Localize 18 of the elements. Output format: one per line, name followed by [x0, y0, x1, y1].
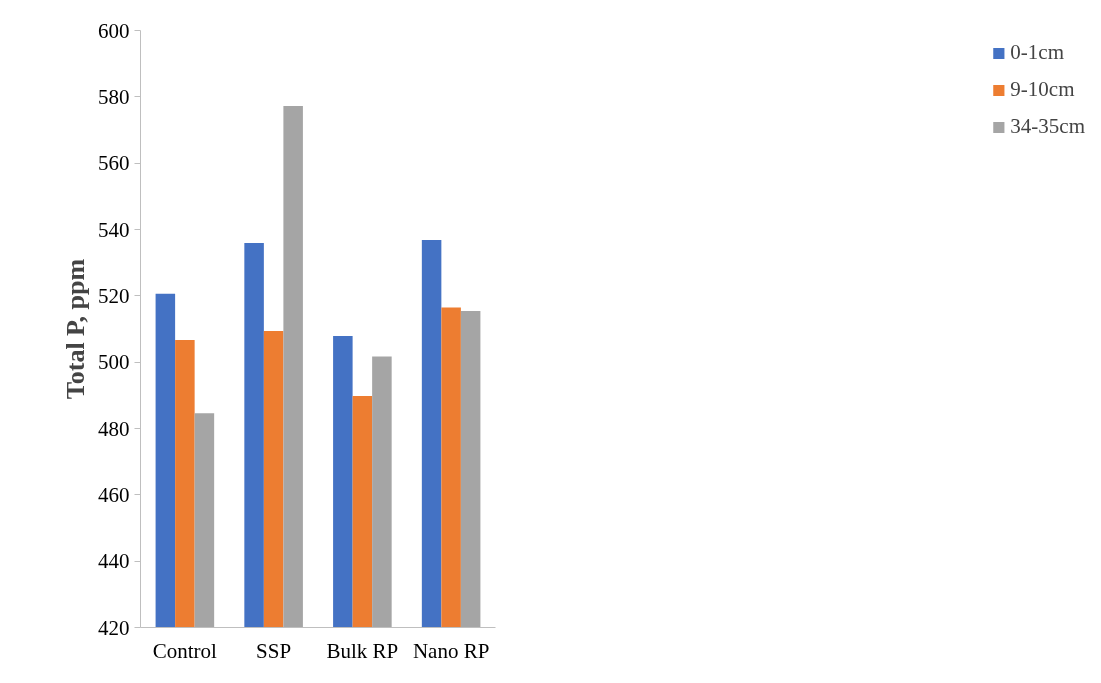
y-axis-title: Total P, ppm	[61, 258, 90, 400]
y-tick-label: 580	[98, 84, 130, 109]
x-tick-label: SSP	[256, 638, 292, 663]
legend-label: 0-1cm	[1010, 40, 1064, 65]
y-tick-label: 540	[98, 217, 130, 242]
legend-label: 34-35cm	[1010, 114, 1085, 139]
x-tick-label: Nano RP	[412, 638, 490, 663]
y-tick-label: 500	[98, 350, 130, 375]
y-tick-label: 560	[98, 151, 130, 176]
y-tick-label: 480	[98, 416, 130, 441]
y-tick-label: 600	[98, 18, 130, 43]
x-tick-label: Control	[152, 638, 218, 663]
y-tick-label: 460	[98, 482, 130, 507]
y-tick-label: 520	[98, 283, 130, 308]
x-tick-label: Bulk RP	[326, 638, 399, 663]
legend-label: 9-10cm	[1010, 77, 1075, 102]
y-tick-label: 420	[98, 615, 130, 640]
y-tick-label: 440	[98, 549, 130, 574]
